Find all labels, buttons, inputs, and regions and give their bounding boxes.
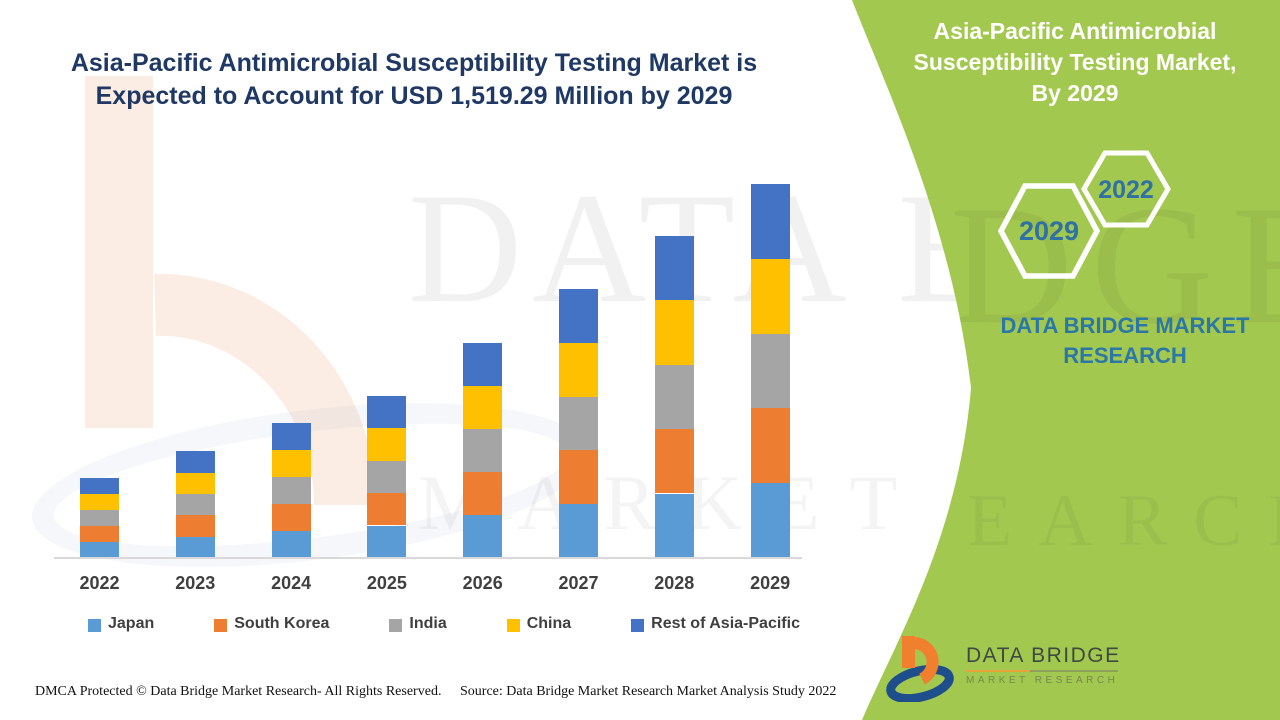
- legend-item-india: India: [389, 615, 447, 633]
- company-logo-text: DATA BRIDGE MARKET RESEARCH: [966, 644, 1121, 686]
- legend-item-china: China: [506, 615, 572, 633]
- legend-swatch-icon: [506, 618, 520, 632]
- bar-segment-2022-china: [80, 494, 119, 511]
- side-panel-title-line1: Asia-Pacific Antimicrobial: [933, 18, 1217, 44]
- bar-segment-2023-china: [175, 472, 215, 494]
- bar-segment-2027-south-korea: [559, 450, 598, 505]
- company-logo-divider: [966, 670, 1118, 672]
- bar-segment-2025-japan: [367, 525, 407, 558]
- bar-segment-2022-rest-of-asia-pacific: [80, 478, 119, 495]
- bar-segment-2024-china: [271, 449, 311, 477]
- x-axis-label-2026: 2026: [462, 573, 503, 593]
- brand-text-line2: RESEARCH: [1063, 343, 1187, 368]
- x-axis-label-2023: 2023: [175, 573, 216, 593]
- bar-segment-2029-india: [750, 333, 790, 409]
- bar-segment-2027-rest-of-asia-pacific: [559, 288, 598, 343]
- legend-label: South Korea: [234, 615, 330, 632]
- x-axis-line: [54, 557, 802, 559]
- page-title-line1: Asia-Pacific Antimicrobial Susceptibilit…: [70, 49, 758, 77]
- bar-segment-2027-india: [559, 396, 598, 451]
- bar-segment-2022-south-korea: [80, 526, 119, 543]
- bar-segment-2028-japan: [654, 493, 694, 558]
- footer-source-text: Source: Data Bridge Market Research Mark…: [460, 684, 837, 699]
- x-axis-label-2022: 2022: [79, 573, 120, 593]
- side-panel-title-line2: Susceptibility Testing Market,: [913, 49, 1237, 75]
- bar-segment-2023-south-korea: [175, 515, 215, 537]
- bar-segment-2023-india: [175, 493, 215, 516]
- bar-segment-2026-rest-of-asia-pacific: [463, 343, 503, 387]
- legend-label: India: [409, 615, 447, 632]
- bar-segment-2025-china: [367, 428, 407, 461]
- bar-segment-2026-south-korea: [463, 472, 503, 516]
- company-logo-icon: [886, 636, 954, 702]
- bar-segment-2024-japan: [271, 530, 311, 558]
- legend-item-south-korea: South Korea: [214, 615, 329, 633]
- side-panel-title: Asia-Pacific Antimicrobial Susceptibilit…: [888, 16, 1262, 109]
- legend-swatch-icon: [389, 618, 403, 632]
- bar-segment-2029-rest-of-asia-pacific: [750, 184, 790, 259]
- bar-segment-2028-rest-of-asia-pacific: [654, 235, 694, 300]
- page-title-line2: Expected to Account for USD 1,519.29 Mil…: [95, 82, 733, 110]
- bar-segment-2022-india: [80, 510, 119, 527]
- legend-item-japan: Japan: [88, 615, 154, 633]
- bar-segment-2028-china: [654, 300, 694, 365]
- bar-segment-2029-china: [750, 258, 790, 334]
- x-axis-label-2028: 2028: [654, 573, 695, 593]
- legend-swatch-icon: [214, 618, 228, 632]
- bar-segment-2024-rest-of-asia-pacific: [271, 422, 311, 450]
- hexagon-2029-label: 2029: [1019, 216, 1079, 246]
- x-axis-label-2027: 2027: [558, 573, 599, 593]
- bar-segment-2029-japan: [750, 483, 790, 558]
- bar-segment-2026-japan: [463, 515, 503, 558]
- bar-segment-2028-india: [654, 364, 694, 429]
- hexagon-2022-label: 2022: [1098, 176, 1154, 204]
- brand-text-line1: DATA BRIDGE MARKET: [1000, 313, 1250, 338]
- bar-segment-2024-south-korea: [271, 503, 311, 531]
- legend-label: Japan: [108, 615, 155, 632]
- bar-segment-2025-india: [367, 460, 407, 493]
- bar-segment-2026-china: [463, 386, 503, 430]
- bar-segment-2022-japan: [80, 542, 119, 558]
- x-axis-label-2024: 2024: [271, 573, 312, 593]
- bar-segment-2029-south-korea: [750, 408, 790, 484]
- legend-label: Rest of Asia-Pacific: [651, 615, 800, 632]
- brand-text: DATA BRIDGE MARKET RESEARCH: [955, 311, 1280, 371]
- bar-segment-2027-china: [559, 342, 598, 397]
- legend-item-rest-of-asia-pacific: Rest of Asia-Pacific: [631, 615, 800, 633]
- company-logo-subtitle: MARKET RESEARCH: [966, 675, 1119, 686]
- hexagon-badge-2022: 2022: [1081, 150, 1171, 228]
- chart-legend: Japan South Korea India China Rest of Asia-P…: [88, 615, 800, 633]
- bar-segment-2026-india: [463, 429, 503, 473]
- bar-segment-2028-south-korea: [654, 429, 694, 494]
- legend-label: China: [526, 615, 572, 632]
- x-axis-label-2029: 2029: [750, 573, 791, 593]
- legend-swatch-icon: [631, 618, 645, 632]
- legend-swatch-icon: [88, 618, 101, 632]
- footer-dmca-text: DMCA Protected © Data Bridge Market Rese…: [35, 684, 442, 699]
- company-logo-name: DATA BRIDGE: [966, 644, 1121, 667]
- bar-segment-2027-japan: [559, 504, 598, 558]
- x-axis-label-2025: 2025: [366, 573, 407, 593]
- bar-segment-2025-south-korea: [367, 493, 407, 526]
- company-logo: DATA BRIDGE MARKET RESEARCH: [886, 628, 1136, 702]
- bar-segment-2023-rest-of-asia-pacific: [175, 451, 215, 473]
- page-title: Asia-Pacific Antimicrobial Susceptibilit…: [58, 47, 770, 113]
- bar-segment-2025-rest-of-asia-pacific: [367, 395, 407, 428]
- bar-segment-2024-india: [271, 476, 311, 504]
- bar-segment-2023-japan: [175, 536, 215, 558]
- side-panel-title-line3: By 2029: [1031, 80, 1119, 106]
